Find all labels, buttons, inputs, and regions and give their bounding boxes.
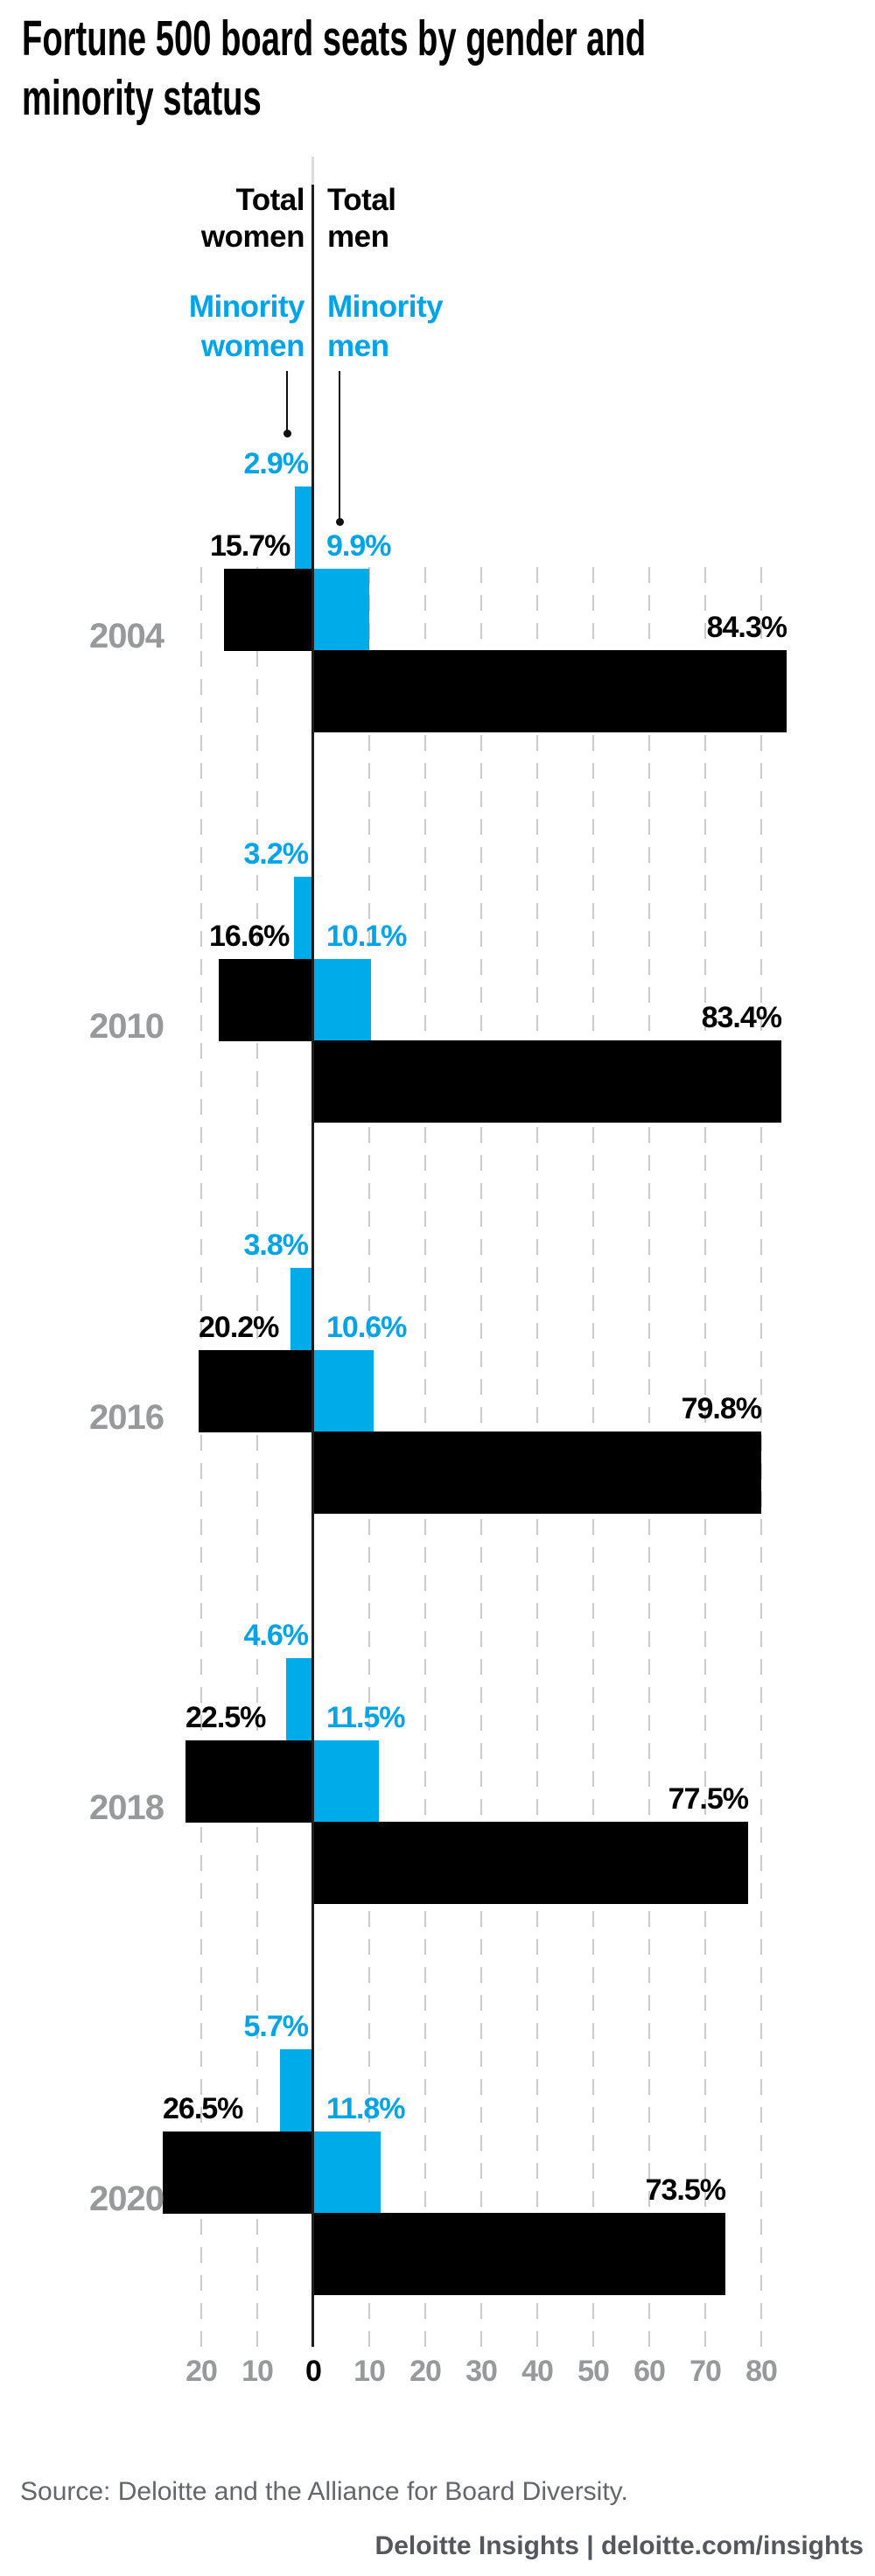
- minority-women-arrow-line: [286, 371, 288, 431]
- label-total-men-2018: 77.5%: [668, 1782, 749, 1816]
- bar-total-men-2016: [314, 1432, 761, 1514]
- gridline-20-left: [200, 567, 202, 2347]
- x-tick-label: 20: [186, 2355, 218, 2388]
- attribution: Deloitte Insights | deloitte.com/insight…: [374, 2531, 864, 2560]
- legend-minority-women: Minority women: [188, 287, 305, 366]
- legend-minority-men-line2: men: [327, 329, 389, 363]
- bar-minority-men-2004: [314, 569, 369, 651]
- bar-total-men-2010: [314, 1040, 781, 1123]
- label-minority-women-2018: 4.6%: [243, 1619, 309, 1652]
- x-tick-label: 50: [578, 2355, 610, 2388]
- x-tick-label: 40: [522, 2355, 554, 2388]
- year-label-2010: 2010: [89, 1007, 164, 1046]
- label-minority-men-2004: 9.9%: [326, 529, 391, 563]
- bar-minority-men-2016: [314, 1350, 374, 1432]
- minority-women-arrow-dot: [284, 430, 291, 438]
- label-total-men-2020: 73.5%: [645, 2174, 726, 2207]
- legend-total-women-line2: women: [200, 220, 305, 254]
- year-label-2018: 2018: [89, 1788, 164, 1827]
- minority-men-arrow-dot: [336, 518, 344, 526]
- legend-total-men: Total men: [327, 182, 396, 256]
- bar-total-women-2004: [224, 569, 312, 651]
- x-tick-label: 10: [354, 2355, 386, 2388]
- x-tick-label: 80: [746, 2355, 778, 2388]
- minority-men-arrow-line: [339, 371, 340, 520]
- x-tick-label: 70: [690, 2355, 722, 2388]
- bar-minority-women-2018: [286, 1658, 312, 1740]
- source-note: Source: Deloitte and the Alliance for Bo…: [20, 2477, 628, 2506]
- bar-minority-men-2018: [314, 1740, 379, 1823]
- label-minority-men-2016: 10.6%: [326, 1311, 407, 1344]
- bar-total-women-2016: [199, 1350, 312, 1432]
- legend-total-women-line1: Total: [235, 183, 304, 217]
- label-total-women-2016: 20.2%: [199, 1311, 279, 1344]
- bar-total-men-2018: [314, 1822, 748, 1904]
- year-label-2004: 2004: [89, 617, 164, 655]
- zero-axis-line: [312, 185, 314, 2347]
- chart-title-line1: Fortune 500 board seats by gender and: [22, 10, 647, 66]
- legend-minority-women-line2: women: [200, 329, 305, 363]
- bar-total-women-2010: [219, 959, 312, 1041]
- label-total-women-2020: 26.5%: [163, 2092, 243, 2125]
- label-minority-men-2018: 11.5%: [326, 1701, 406, 1734]
- legend-total-women: Total women: [200, 182, 305, 256]
- label-total-men-2016: 79.8%: [681, 1392, 762, 1425]
- label-minority-men-2010: 10.1%: [326, 920, 407, 953]
- x-tick-label: 30: [466, 2355, 498, 2388]
- bar-total-men-2004: [314, 650, 787, 732]
- zero-axis-top: [312, 157, 314, 185]
- bar-total-women-2020: [163, 2132, 312, 2214]
- bar-minority-men-2010: [314, 959, 371, 1041]
- label-total-women-2004: 15.7%: [210, 529, 290, 563]
- bar-minority-women-2004: [295, 486, 312, 569]
- bar-minority-women-2016: [290, 1268, 312, 1350]
- label-minority-men-2020: 11.8%: [326, 2092, 406, 2125]
- label-total-women-2010: 16.6%: [209, 920, 290, 953]
- chart-title-line2: minority status: [22, 70, 262, 126]
- legend-total-men-line1: Total: [327, 183, 396, 217]
- bar-minority-men-2020: [314, 2132, 381, 2214]
- gridline-10-left: [256, 567, 258, 2347]
- label-minority-women-2016: 3.8%: [243, 1228, 309, 1262]
- legend-minority-men-line1: Minority: [327, 290, 444, 324]
- legend-minority-men: Minority men: [327, 287, 444, 366]
- bar-minority-women-2020: [280, 2049, 312, 2132]
- label-total-women-2018: 22.5%: [186, 1701, 266, 1734]
- bar-total-women-2018: [186, 1740, 312, 1823]
- legend-total-men-line2: men: [327, 220, 389, 254]
- label-total-men-2010: 83.4%: [701, 1001, 782, 1034]
- x-tick-label: 10: [242, 2355, 274, 2388]
- year-label-2020: 2020: [89, 2180, 164, 2218]
- label-minority-women-2010: 3.2%: [243, 837, 309, 871]
- chart-title: Fortune 500 board seats by gender and mi…: [22, 9, 646, 128]
- x-tick-label: 0: [305, 2355, 322, 2388]
- label-minority-women-2004: 2.9%: [243, 447, 309, 480]
- bar-total-men-2020: [314, 2213, 725, 2295]
- x-tick-label: 60: [634, 2355, 666, 2388]
- gridline-80: [760, 567, 762, 2347]
- bar-minority-women-2010: [294, 877, 312, 959]
- label-minority-women-2020: 5.7%: [243, 2010, 309, 2043]
- legend-minority-women-line1: Minority: [188, 290, 305, 324]
- x-tick-label: 20: [410, 2355, 442, 2388]
- year-label-2016: 2016: [89, 1398, 164, 1437]
- label-total-men-2004: 84.3%: [706, 611, 788, 644]
